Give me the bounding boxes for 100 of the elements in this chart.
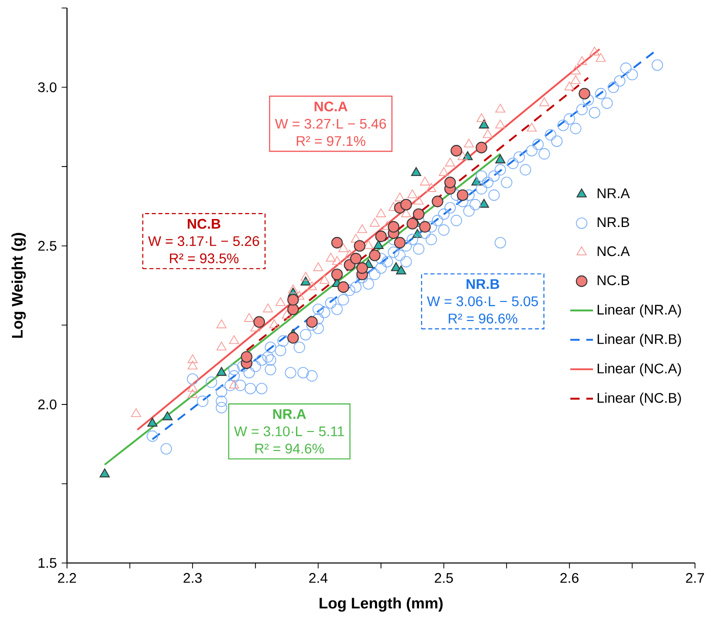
point	[229, 335, 240, 344]
legend-label: NC.B	[598, 275, 630, 286]
annotation: W = 3.10·L − 5.11	[234, 426, 344, 436]
annotation: W = 3.06·L − 5.05	[426, 296, 538, 306]
point	[564, 82, 574, 90]
point	[354, 240, 366, 252]
point	[357, 224, 368, 234]
point	[262, 304, 273, 312]
point	[162, 411, 173, 420]
point	[216, 319, 226, 328]
annotation: NR.B	[466, 279, 500, 289]
point	[400, 198, 412, 210]
x-axis-title: Log Length (mm)	[320, 597, 443, 612]
annotation: R² = 94.6%	[255, 444, 324, 454]
y-axis-title: Log Weight (g)	[12, 232, 26, 338]
point	[590, 46, 600, 56]
point	[350, 252, 362, 264]
point	[356, 262, 368, 274]
point	[287, 304, 299, 316]
annotation: NC.B	[188, 218, 220, 229]
y-tick-label: 3.0	[38, 82, 56, 92]
point	[350, 234, 361, 243]
point	[300, 276, 311, 286]
point	[338, 243, 348, 252]
point	[370, 218, 380, 227]
point	[576, 56, 587, 65]
x-tick-label: 2.6	[560, 573, 578, 583]
point	[406, 218, 418, 230]
annotation: R² = 93.5%	[170, 253, 238, 264]
legend-label: NR.B	[598, 217, 630, 227]
x-tick-label: 2.4	[309, 573, 328, 583]
point	[188, 389, 198, 398]
x-tick-label: 2.2	[58, 573, 76, 583]
y-tick-label: 1.5	[38, 558, 56, 568]
annotation: R² = 96.6%	[448, 314, 518, 324]
point	[526, 122, 537, 132]
point	[100, 468, 110, 478]
annotation: W = 3.17·L − 5.26	[148, 236, 260, 246]
point	[331, 236, 343, 248]
point	[394, 192, 405, 202]
point	[319, 275, 330, 284]
annotation: NR.A	[273, 409, 306, 419]
annotation: W = 3.27·L − 5.46	[275, 118, 386, 129]
point	[411, 167, 422, 176]
point	[426, 183, 436, 192]
point	[495, 104, 506, 113]
point	[388, 221, 400, 233]
point	[331, 268, 343, 280]
point	[570, 66, 581, 74]
point	[476, 142, 488, 154]
point	[147, 418, 158, 427]
legend-label: Linear (NC.B)	[598, 392, 681, 406]
point	[438, 167, 449, 176]
point	[188, 354, 198, 364]
point	[464, 138, 474, 148]
point	[539, 97, 550, 106]
point	[216, 366, 227, 376]
point	[482, 129, 493, 138]
point	[188, 382, 198, 392]
point	[188, 360, 198, 370]
point	[300, 272, 311, 281]
legend-label: Linear (NR.B)	[598, 334, 681, 347]
point	[495, 120, 506, 128]
point	[313, 262, 324, 272]
point	[276, 297, 286, 306]
point	[306, 281, 317, 290]
point	[373, 240, 384, 249]
x-tick-label: 2.5	[434, 573, 453, 583]
legend-label: NC.A	[598, 246, 630, 256]
annotation: R² = 97.1%	[296, 136, 366, 146]
point	[288, 284, 298, 294]
point	[363, 240, 374, 249]
legend-label: Linear (NC.A)	[598, 363, 681, 376]
point	[244, 313, 254, 322]
y-tick-label: 2.0	[38, 400, 56, 410]
point	[478, 120, 490, 128]
point	[253, 316, 265, 328]
point	[450, 144, 462, 156]
x-tick-label: 2.3	[184, 573, 202, 583]
point	[407, 189, 418, 198]
point	[495, 154, 506, 164]
point	[412, 208, 424, 220]
annotation: NC.A	[314, 102, 348, 112]
point	[131, 408, 142, 417]
legend-label: NR.A	[598, 188, 630, 198]
legend-label: Linear (NR.A)	[598, 304, 681, 318]
point	[332, 256, 342, 265]
point	[376, 208, 386, 218]
point	[432, 196, 444, 208]
point	[596, 53, 606, 62]
point	[458, 151, 468, 160]
point	[269, 319, 280, 328]
point	[396, 265, 406, 274]
point	[287, 332, 299, 344]
point	[420, 176, 430, 186]
point	[476, 113, 486, 122]
point	[570, 75, 581, 84]
point	[414, 196, 424, 205]
point	[216, 342, 226, 350]
point	[478, 198, 490, 208]
